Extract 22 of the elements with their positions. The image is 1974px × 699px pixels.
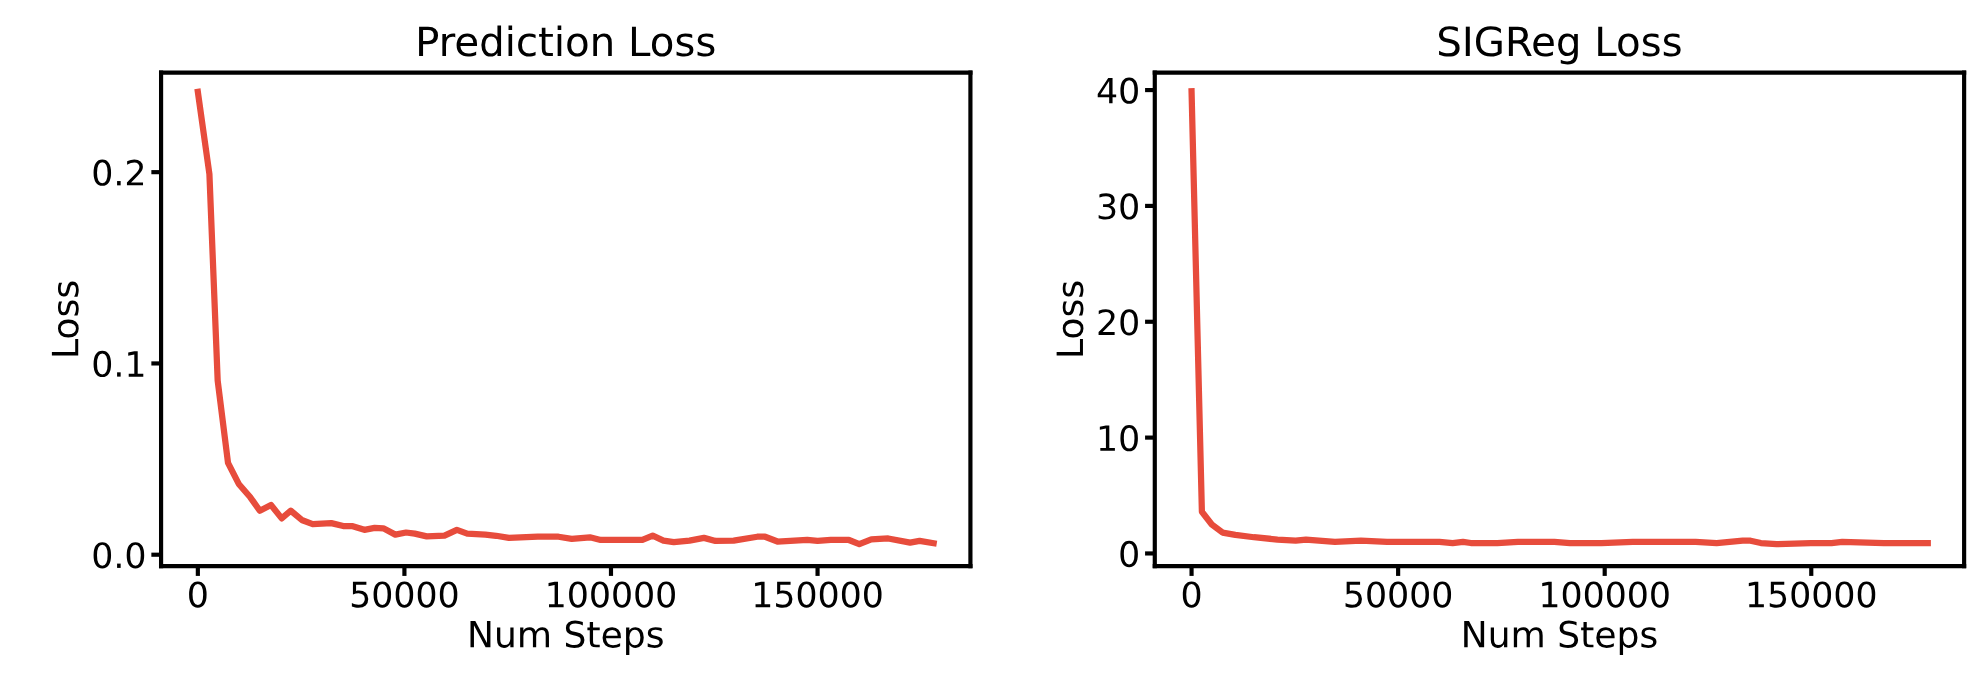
x-axis-title: Num Steps	[470, 620, 663, 655]
y-tick-label: 0.2	[93, 159, 144, 186]
chart-title: SIGReg Loss	[1438, 26, 1681, 65]
y-tick-label: 20	[1098, 309, 1138, 336]
x-tick-label: 0	[1182, 581, 1201, 608]
x-axis-title: Num Steps	[1464, 620, 1657, 655]
x-tick-label: 100000	[1542, 581, 1669, 608]
y-axis-title: Loss	[1056, 281, 1084, 356]
x-tick-label: 100000	[548, 581, 675, 608]
x-tick-label: 0	[189, 581, 207, 608]
x-tick-label: 50000	[1345, 581, 1452, 608]
x-tick-label: 50000	[351, 581, 458, 608]
y-axis-title: Loss	[51, 281, 79, 356]
x-tick-label: 150000	[755, 581, 882, 608]
y-tick-label: 0.0	[93, 542, 145, 569]
y-tick-label: 30	[1098, 193, 1138, 220]
x-tick-label: 150000	[1748, 581, 1876, 608]
y-tick-label: 0.1	[93, 350, 144, 378]
y-tick-label: 10	[1099, 425, 1138, 452]
y-tick-label: 0	[1120, 540, 1138, 568]
y-tick-label: 40	[1097, 77, 1138, 104]
chart-title: Prediction Loss	[419, 25, 715, 57]
